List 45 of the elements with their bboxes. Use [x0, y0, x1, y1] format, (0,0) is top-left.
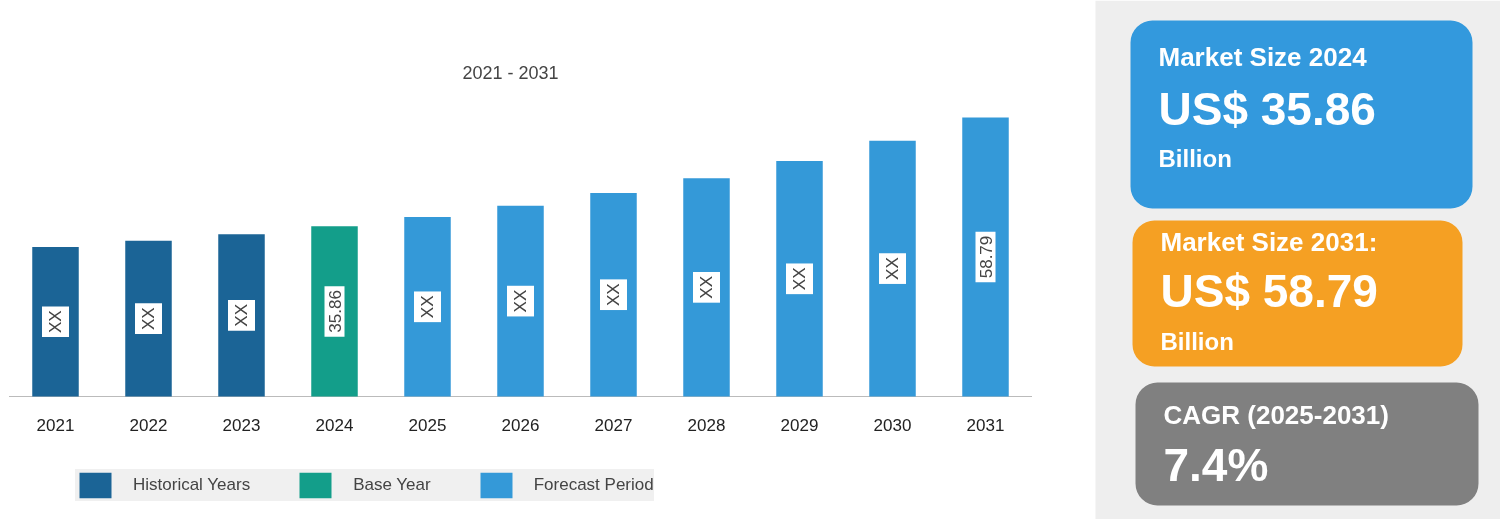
x-tick-label: 2025	[408, 415, 447, 435]
bar	[125, 240, 172, 397]
bar	[683, 178, 730, 397]
data-label: XX	[697, 276, 716, 299]
text: Market Size 2031:	[1160, 226, 1378, 257]
bar	[404, 217, 451, 397]
x-tick-label: 2027	[594, 415, 633, 435]
data-label: XX	[418, 295, 437, 319]
data-label: XX	[232, 304, 251, 327]
bar	[590, 192, 637, 397]
legend-label: Base Year	[353, 475, 431, 495]
text: Billion	[1158, 145, 1232, 172]
data-label: XX	[604, 283, 623, 307]
x-tick-label: 2031	[966, 415, 1005, 435]
x-tick-label: 2029	[780, 415, 819, 435]
bar	[218, 234, 265, 397]
text: US$ 35.86	[1158, 82, 1376, 135]
bar	[869, 140, 916, 397]
bar	[311, 226, 358, 397]
data-label: XX	[883, 257, 902, 280]
x-tick-label: 2028	[687, 415, 726, 435]
data-label: 35.86	[325, 290, 345, 333]
data-label: XX	[790, 267, 809, 291]
x-tick-label: 2021	[36, 415, 75, 435]
text: CAGR (2025-2031)	[1163, 399, 1389, 430]
bar	[497, 205, 544, 397]
bar	[962, 117, 1009, 397]
x-tick-label: 2026	[501, 415, 540, 435]
data-label: XX	[139, 307, 158, 331]
x-tick-label: 2030	[873, 415, 912, 435]
text: US$ 58.79	[1160, 264, 1378, 317]
legend-label: Historical Years	[133, 475, 251, 495]
bar	[776, 161, 823, 397]
bar	[32, 247, 79, 397]
chart-title: 2021 - 2031	[462, 62, 559, 83]
x-tick-label: 2023	[222, 415, 261, 435]
data-label: XX	[511, 289, 530, 313]
x-tick-label: 2022	[129, 415, 168, 435]
text: Market Size 2024	[1158, 41, 1368, 72]
x-tick-label: 2024	[315, 415, 354, 435]
legend-label: Forecast Period	[533, 475, 654, 495]
data-label: XX	[46, 310, 65, 334]
text: Billion	[1160, 328, 1234, 355]
text: 7.4%	[1163, 438, 1269, 491]
data-label: 58.79	[976, 235, 996, 279]
